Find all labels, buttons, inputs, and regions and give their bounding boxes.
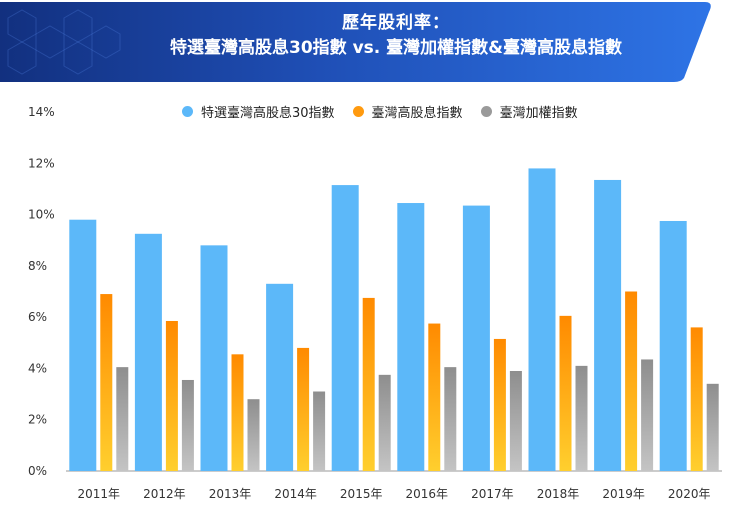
bar-taiex: [181, 379, 194, 471]
chart-title-line1: 歷年股利率：: [342, 13, 450, 33]
bar-taiex: [247, 399, 260, 471]
y-tick-label: 8%: [28, 259, 47, 273]
y-tick-label: 4%: [28, 361, 47, 375]
y-tick-label: 2%: [28, 413, 47, 427]
bar-select30: [331, 185, 359, 471]
bar-high-dividend: [493, 338, 506, 471]
bar-high-dividend: [625, 291, 638, 471]
x-tick-label: 2011年: [78, 487, 121, 501]
bar-high-dividend: [231, 354, 244, 471]
bar-taiex: [444, 367, 457, 471]
bar-select30: [69, 219, 97, 471]
bar-select30: [528, 168, 556, 471]
bar-taiex: [509, 370, 522, 471]
y-tick-label: 10%: [28, 208, 55, 222]
legend-item-taiex: 臺灣加權指數: [480, 102, 578, 121]
x-tick-label: 2018年: [537, 487, 580, 501]
bar-high-dividend: [428, 323, 441, 471]
bar-high-dividend: [362, 297, 375, 471]
x-tick-label: 2012年: [143, 487, 186, 501]
bar-select30: [266, 283, 294, 471]
axis-labels: 0% 2% 4% 6% 8% 10% 12% 14% 2011年 2012年 2013年 2014年 2…: [28, 105, 710, 501]
chart-legend: 特選臺灣高股息30指數 臺灣高股息指數 臺灣加權指數: [182, 102, 578, 121]
bar-high-dividend: [559, 315, 572, 471]
x-tick-label: 2016年: [406, 487, 449, 501]
chart-title: 歷年股利率： 特選臺灣高股息30指數 vs. 臺灣加權指數&臺灣高股息指數: [96, 11, 696, 61]
legend-item-select30: 特選臺灣高股息30指數: [182, 102, 335, 121]
x-tick-label: 2015年: [340, 487, 383, 501]
y-tick-label: 12%: [28, 156, 55, 170]
x-tick-label: 2020年: [668, 487, 711, 501]
bar-high-dividend: [297, 347, 310, 471]
hexagon-pattern-decoration: [7, 9, 121, 75]
x-tick-label: 2017年: [471, 487, 514, 501]
bar-select30: [462, 205, 490, 471]
title-banner: 歷年股利率： 特選臺灣高股息30指數 vs. 臺灣加權指數&臺灣高股息指數: [0, 0, 740, 84]
bar-high-dividend: [165, 320, 178, 471]
bars: [69, 168, 719, 472]
x-tick-label: 2019年: [602, 487, 645, 501]
bar-high-dividend: [100, 294, 113, 471]
bar-select30: [134, 233, 162, 471]
legend-swatch-taiex: [480, 106, 492, 117]
bar-taiex: [378, 374, 391, 471]
chart-title-line2: 特選臺灣高股息30指數 vs. 臺灣加權指數&臺灣高股息指數: [170, 38, 622, 58]
bar-select30: [594, 179, 622, 472]
bar-high-dividend: [690, 327, 703, 471]
bar-taiex: [641, 359, 654, 471]
y-tick-label: 14%: [28, 105, 55, 119]
legend-swatch-select30: [182, 106, 193, 117]
legend-label-select30: 特選臺灣高股息30指數: [201, 106, 335, 121]
bar-taiex: [313, 391, 326, 471]
bar-select30: [397, 203, 425, 471]
x-tick-label: 2013年: [209, 487, 252, 501]
legend-label-taiex: 臺灣加權指數: [499, 106, 578, 121]
bar-select30: [659, 220, 687, 471]
legend-item-high-dividend: 臺灣高股息指數: [352, 102, 463, 121]
x-tick-label: 2014年: [274, 487, 317, 501]
y-tick-label: 6%: [28, 310, 47, 324]
bar-taiex: [706, 383, 719, 471]
legend-swatch-high-dividend: [352, 106, 364, 117]
banner-background: [0, 2, 711, 82]
bar-taiex: [116, 367, 129, 471]
y-tick-label: 0%: [28, 464, 47, 478]
bar-taiex: [575, 365, 588, 471]
legend-label-high-dividend: 臺灣高股息指數: [371, 106, 463, 121]
bar-select30: [200, 245, 228, 471]
